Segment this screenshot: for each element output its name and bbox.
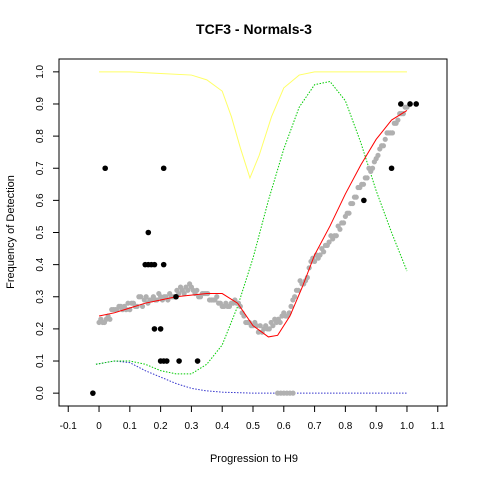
gray-point bbox=[295, 287, 301, 293]
gray-point bbox=[290, 390, 296, 396]
gray-point bbox=[380, 143, 387, 149]
black-point bbox=[361, 197, 367, 204]
y-tick-label: 0.0 bbox=[35, 386, 46, 400]
black-point bbox=[173, 293, 179, 300]
x-tick-label: 0.3 bbox=[184, 421, 198, 432]
x-tick-label: 1.0 bbox=[400, 421, 414, 432]
x-tick-label: 0.9 bbox=[369, 421, 383, 432]
gray-point bbox=[326, 239, 332, 245]
x-tick-label: 0.5 bbox=[246, 421, 260, 432]
x-tick-label: 0.8 bbox=[338, 421, 352, 432]
y-tick-label: 0.2 bbox=[35, 322, 46, 336]
x-tick-label: 0 bbox=[96, 421, 102, 432]
black-point bbox=[90, 390, 96, 396]
black-point bbox=[145, 229, 152, 236]
y-tick-label: 0.5 bbox=[35, 225, 46, 239]
x-tick-label: 0.4 bbox=[215, 421, 229, 432]
plot-frame bbox=[58, 58, 448, 407]
y-tick-label: 0.8 bbox=[35, 129, 46, 143]
black-point bbox=[407, 101, 413, 107]
black-point bbox=[388, 165, 395, 172]
chart-title: TCF3 - Normals-3 bbox=[196, 21, 312, 37]
gray-point bbox=[292, 294, 298, 300]
black-point bbox=[194, 358, 201, 364]
gray-point bbox=[266, 326, 272, 332]
y-tick-label: 0.1 bbox=[35, 354, 46, 368]
y-axis: 0.0 0.1 0.2 0.3 0.4 0.5 0.6 0.7 0.8 0.9 1.0 bbox=[35, 64, 59, 400]
black-point bbox=[413, 101, 420, 107]
y-tick-label: 1.0 bbox=[35, 64, 46, 78]
gray-point bbox=[107, 316, 113, 322]
gray-point bbox=[185, 287, 191, 293]
gray-point bbox=[257, 323, 263, 329]
red-fit-line bbox=[98, 109, 408, 338]
black-point bbox=[160, 165, 167, 172]
black-point bbox=[176, 358, 182, 364]
y-tick-label: 0.9 bbox=[35, 97, 46, 111]
gray-point bbox=[369, 165, 376, 171]
black-point bbox=[151, 326, 158, 332]
gray-point bbox=[389, 130, 396, 136]
black-points-layer bbox=[90, 101, 420, 396]
gray-point bbox=[241, 313, 247, 319]
y-tick-label: 0.6 bbox=[35, 193, 46, 207]
gray-point bbox=[317, 252, 323, 258]
x-tick-label: 0.1 bbox=[123, 421, 137, 432]
gray-point bbox=[321, 249, 327, 255]
gray-point bbox=[346, 210, 352, 216]
gray-point bbox=[340, 220, 347, 226]
blue-curve bbox=[95, 360, 407, 394]
gray-point bbox=[382, 136, 388, 142]
x-tick-label: 0.2 bbox=[154, 421, 168, 432]
gray-point bbox=[143, 294, 149, 300]
black-point bbox=[102, 165, 108, 172]
gray-point bbox=[138, 294, 144, 300]
y-tick-label: 0.3 bbox=[35, 289, 46, 303]
x-tick-label: -0.1 bbox=[60, 421, 78, 432]
gray-point bbox=[288, 303, 294, 309]
gray-point bbox=[360, 181, 367, 187]
yellow-curve bbox=[99, 71, 407, 180]
black-point bbox=[398, 101, 404, 107]
y-axis-label: Frequency of Detection bbox=[5, 175, 17, 289]
gray-point bbox=[277, 319, 283, 326]
y-tick-label: 0.4 bbox=[35, 257, 46, 271]
black-point bbox=[163, 358, 170, 364]
gray-point bbox=[139, 303, 146, 309]
gray-point bbox=[337, 226, 343, 232]
curves-layer bbox=[95, 71, 408, 394]
x-axis-label: Progression to H9 bbox=[210, 453, 298, 465]
x-tick-label: 1.1 bbox=[431, 421, 445, 432]
gray-point bbox=[395, 117, 401, 123]
black-point bbox=[160, 261, 167, 268]
gray-point bbox=[375, 152, 381, 158]
x-tick-label: 0.6 bbox=[277, 421, 291, 432]
gray-point bbox=[270, 323, 276, 329]
gray-point bbox=[214, 294, 220, 300]
x-tick-label: 0.7 bbox=[308, 421, 322, 432]
black-point bbox=[157, 326, 164, 332]
x-axis: -0.1 0 0.1 0.2 0.3 0.4 0.5 0.6 0.7 0.8 0.9 1.0 1.1 bbox=[60, 406, 445, 432]
green-curve bbox=[95, 80, 408, 375]
gray-points-layer bbox=[96, 104, 410, 396]
gray-point bbox=[194, 287, 200, 293]
gray-point bbox=[364, 175, 370, 181]
gray-point bbox=[125, 300, 131, 306]
black-point bbox=[151, 261, 158, 268]
gray-point bbox=[311, 258, 318, 265]
gray-point bbox=[353, 194, 359, 200]
gray-point bbox=[181, 290, 187, 297]
gray-point bbox=[333, 233, 339, 239]
gray-point bbox=[350, 200, 356, 207]
y-tick-label: 0.7 bbox=[35, 161, 46, 175]
